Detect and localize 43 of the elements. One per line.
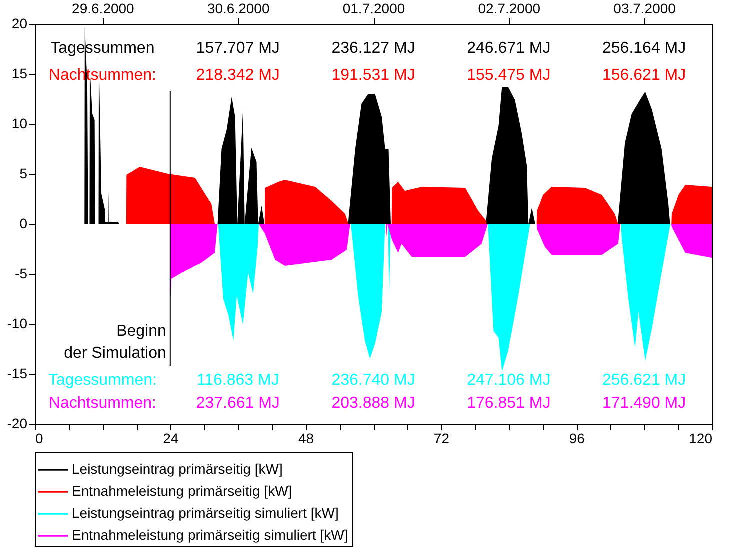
annotation: 171.490 MJ xyxy=(602,395,686,412)
annotation: 116.863 MJ xyxy=(196,372,280,389)
x2-tick-label: 30.6.2000 xyxy=(207,0,270,16)
annotation: 218.342 MJ xyxy=(196,67,280,84)
y-tick-label: -15 xyxy=(7,366,28,382)
x2-tick-label: 29.6.2000 xyxy=(72,0,135,16)
y-tick-label: -10 xyxy=(7,316,28,332)
annotation: 155.475 MJ xyxy=(467,67,551,84)
legend-label: Leistungseintrag primärseitig [kW] xyxy=(72,461,283,477)
legend-label: Leistungseintrag primärseitig simuliert [kW] xyxy=(72,505,339,521)
x2-tick-label: 01.7.2000 xyxy=(342,0,406,16)
annotation: 247.106 MJ xyxy=(467,372,551,389)
y-tick-label: 0 xyxy=(20,216,28,232)
annotation: 203.888 MJ xyxy=(332,395,416,412)
x-tick-label: 48 xyxy=(298,430,314,446)
x2-tick-label: 02.7.2000 xyxy=(478,0,541,16)
annotation: 157.707 MJ xyxy=(196,40,280,57)
x-tick-label: 120 xyxy=(689,430,713,446)
annotation: 156.621 MJ xyxy=(602,67,686,84)
x-tick-label: 0 xyxy=(36,430,44,446)
x-tick-label: 72 xyxy=(434,430,450,446)
y-tick-label: -5 xyxy=(15,266,28,282)
y-tick-label: 10 xyxy=(12,116,28,132)
annotation: 256.621 MJ xyxy=(602,372,686,389)
legend-label: Entnahmeleistung primärseitig simuliert [kW] xyxy=(72,527,348,543)
x-tick-label: 96 xyxy=(569,430,586,446)
annotation: 256.164 MJ xyxy=(602,40,686,57)
x2-tick-label: 03.7.2000 xyxy=(614,0,676,16)
y-tick-label: 15 xyxy=(12,66,28,82)
annotation: 246.671 MJ xyxy=(467,40,551,57)
annotation: 236.740 MJ xyxy=(332,372,416,389)
annotation: 237.661 MJ xyxy=(196,395,280,412)
annotation: 236.127 MJ xyxy=(332,40,416,57)
annotation: 176.851 MJ xyxy=(467,395,551,412)
annotation: 191.531 MJ xyxy=(332,67,416,84)
annotation: Nachtsummen: xyxy=(48,395,156,412)
ref-line-label: Beginn der Simulation xyxy=(64,323,166,362)
y-tick-label: -20 xyxy=(7,416,28,432)
annotation: Tagessummen: xyxy=(48,372,157,389)
x-tick-label: 24 xyxy=(163,430,179,446)
y-tick-label: 20 xyxy=(12,16,28,32)
y-tick-label: 5 xyxy=(20,166,28,182)
legend-label: Entnahmeleistung primärseitig [kW] xyxy=(72,483,292,499)
